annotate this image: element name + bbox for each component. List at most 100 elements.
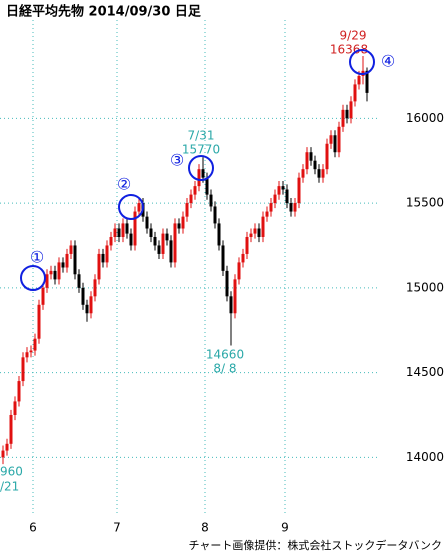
candle-body — [149, 228, 153, 237]
annotation: 7/31 — [188, 129, 215, 143]
candle-body — [133, 211, 137, 246]
candle-body — [105, 245, 109, 263]
candle-body — [313, 160, 317, 170]
candle-body — [25, 352, 29, 358]
candle-body — [229, 296, 233, 314]
candle-body — [21, 357, 25, 382]
candle-body — [349, 101, 353, 119]
highlight-circle — [188, 155, 214, 181]
y-tick-label: 15000 — [406, 280, 444, 294]
candle-body — [329, 135, 333, 144]
candle-body — [129, 233, 133, 246]
candle-body — [341, 109, 345, 127]
candle-body — [233, 279, 237, 314]
candle-body — [9, 414, 13, 444]
candle-body — [309, 152, 313, 161]
candle-body — [245, 236, 249, 254]
annotation: 14660 — [206, 348, 244, 362]
annotation: 9/29 — [340, 29, 367, 43]
candle-body — [73, 245, 77, 275]
candle-body — [273, 194, 277, 204]
candle-body — [57, 262, 61, 280]
candle-body — [177, 223, 181, 229]
highlight-circle — [20, 265, 46, 291]
candle-body — [209, 194, 213, 207]
candle-body — [85, 304, 89, 314]
candle-body — [301, 169, 305, 178]
candle-body — [113, 228, 117, 237]
candle-body — [345, 109, 349, 119]
candle-body — [45, 274, 49, 288]
candle-body — [33, 338, 37, 351]
candle-body — [17, 381, 21, 402]
candle-body — [97, 253, 101, 280]
candle-body — [357, 75, 361, 85]
candle-body — [109, 236, 113, 246]
candle-body — [225, 270, 229, 297]
candle-body — [53, 270, 57, 280]
candle-body — [181, 216, 185, 229]
candle-body — [5, 443, 9, 451]
candle-body — [185, 203, 189, 217]
candle-body — [145, 216, 149, 229]
candle-body — [325, 143, 329, 170]
candle-body — [253, 228, 257, 234]
y-tick-label: 15500 — [406, 196, 444, 210]
candle-body — [117, 228, 121, 237]
candle-body — [49, 270, 53, 275]
candle-body — [161, 233, 165, 254]
candle-body — [237, 262, 241, 280]
candle-body — [241, 253, 245, 263]
candle-body — [217, 223, 221, 246]
candle-body — [101, 253, 105, 263]
candle-body — [77, 274, 81, 288]
candle-body — [269, 203, 273, 212]
candle-body — [193, 186, 197, 195]
x-tick-label: 9 — [281, 521, 289, 535]
candle-body — [289, 203, 293, 212]
candle-body — [165, 233, 169, 241]
candle-body — [93, 279, 97, 297]
candle-body — [333, 135, 337, 153]
candle-body — [213, 206, 217, 224]
marker-label: ① — [30, 248, 44, 267]
candle-body — [265, 211, 269, 217]
highlight-circle — [118, 194, 144, 220]
candle-body — [37, 304, 41, 339]
marker-label: ③ — [170, 151, 184, 170]
chart-title: 日経平均先物 2014/09/30 日足 — [6, 4, 202, 20]
annotation: 8/ 8 — [213, 362, 236, 376]
candle-body — [317, 169, 321, 178]
annotation: /21 — [0, 480, 19, 494]
candle-body — [173, 223, 177, 263]
candle-body — [153, 236, 157, 246]
annotation: 15770 — [182, 143, 220, 157]
y-tick-label: 16000 — [406, 111, 444, 125]
candle-body — [297, 177, 301, 204]
candle-body — [41, 287, 45, 305]
candle-body — [277, 186, 281, 195]
candle-body — [293, 203, 297, 212]
candle-body — [121, 223, 125, 237]
y-tick-label: 14000 — [406, 450, 444, 464]
candle-body — [169, 240, 173, 263]
candle-body — [137, 203, 141, 212]
candle-body — [337, 126, 341, 153]
annotation: 16368 — [330, 43, 368, 57]
candle-body — [61, 262, 65, 268]
candle-body — [285, 189, 289, 204]
annotation: 960 — [0, 465, 23, 479]
candle-body — [189, 194, 193, 204]
x-tick-label: 6 — [29, 521, 37, 535]
candle-body — [89, 296, 93, 314]
candle-body — [257, 228, 261, 237]
candle-body — [125, 223, 129, 234]
candle-body — [365, 70, 369, 93]
candle-body — [261, 216, 265, 237]
candle-body — [205, 177, 209, 195]
candle-body — [353, 84, 357, 102]
candle-body — [69, 245, 73, 254]
candle-body — [201, 169, 205, 178]
candle-body — [65, 253, 69, 268]
